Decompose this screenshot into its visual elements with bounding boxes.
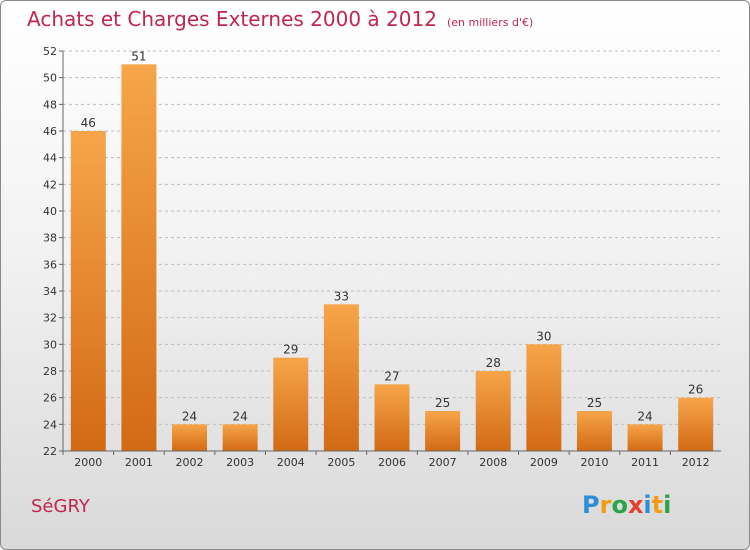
y-tick-label: 30: [43, 338, 57, 351]
bar-2004: [273, 357, 309, 451]
bar-2005: [323, 304, 359, 451]
x-tick-label-2008: 2008: [479, 456, 507, 469]
bar-2008: [475, 371, 511, 451]
value-label-2003: 24: [233, 409, 248, 423]
chart-subtitle: (en milliers d'€): [446, 16, 534, 29]
chart-title-text: Achats et Charges Externes 2000 à 2012: [27, 7, 437, 31]
bar-2001: [121, 64, 157, 452]
bar-2009: [526, 344, 562, 451]
bar-2012: [678, 397, 714, 451]
bar-2010: [576, 411, 612, 451]
y-axis-ticks: 22 24 26 28 30 32 34 36 38 40 42 44 46 48 50 52: [43, 45, 63, 458]
x-tick-label-2005: 2005: [327, 456, 355, 469]
x-tick-label-2000: 2000: [74, 456, 102, 469]
y-tick-label: 28: [43, 365, 57, 378]
bar-2007: [425, 411, 461, 451]
y-tick-label: 42: [43, 178, 57, 191]
value-label-2010: 25: [587, 396, 602, 410]
y-tick-label: 22: [43, 445, 57, 458]
value-label-2001: 51: [131, 49, 146, 63]
proxiti-logo: Proxiti: [582, 491, 672, 519]
y-tick-label: 40: [43, 205, 57, 218]
value-label-2009: 30: [536, 329, 551, 343]
x-tick-label-2002: 2002: [176, 456, 204, 469]
x-axis-ticks: 2000 2001 2002 2003 2004 2005 2006 2007 2008 2009…: [62, 451, 710, 469]
value-label-2005: 33: [334, 289, 349, 303]
bar-2002: [172, 424, 208, 451]
y-tick-label: 34: [43, 285, 57, 298]
x-tick-label-2004: 2004: [277, 456, 305, 469]
x-tick-label-2001: 2001: [125, 456, 153, 469]
value-label-2000: 46: [81, 116, 96, 130]
value-label-2006: 27: [384, 369, 399, 383]
y-tick-label: 48: [43, 98, 57, 111]
y-tick-label: 50: [43, 72, 57, 85]
value-label-2004: 29: [283, 343, 298, 357]
y-tick-label: 26: [43, 392, 57, 405]
x-tick-label-2003: 2003: [226, 456, 254, 469]
y-tick-label: 24: [43, 418, 57, 431]
y-tick-label: 38: [43, 232, 57, 245]
x-tick-label-2007: 2007: [429, 456, 457, 469]
bar-2003: [222, 424, 258, 451]
x-tick-label-2006: 2006: [378, 456, 406, 469]
y-tick-label: 52: [43, 45, 57, 58]
value-label-2008: 28: [486, 356, 501, 370]
bars: 46 51 24 24 29 33 27 25 28 30 25 24 26: [70, 49, 714, 452]
y-tick-label: 46: [43, 125, 57, 138]
x-tick-label-2010: 2010: [580, 456, 608, 469]
chart-title: Achats et Charges Externes 2000 à 2012 (e…: [27, 7, 533, 31]
bar-2011: [627, 424, 663, 451]
bar-2000: [70, 131, 106, 451]
value-label-2012: 26: [688, 383, 703, 397]
y-tick-label: 44: [43, 152, 57, 165]
x-tick-label-2012: 2012: [682, 456, 710, 469]
value-label-2007: 25: [435, 396, 450, 410]
value-label-2011: 24: [637, 409, 652, 423]
axes: [62, 51, 721, 452]
y-tick-label: 32: [43, 312, 57, 325]
bar-2006: [374, 384, 410, 451]
commune-name: SéGRY: [31, 496, 90, 517]
x-tick-label-2011: 2011: [631, 456, 659, 469]
x-tick-label-2009: 2009: [530, 456, 558, 469]
value-label-2002: 24: [182, 409, 197, 423]
y-tick-label: 36: [43, 258, 57, 271]
